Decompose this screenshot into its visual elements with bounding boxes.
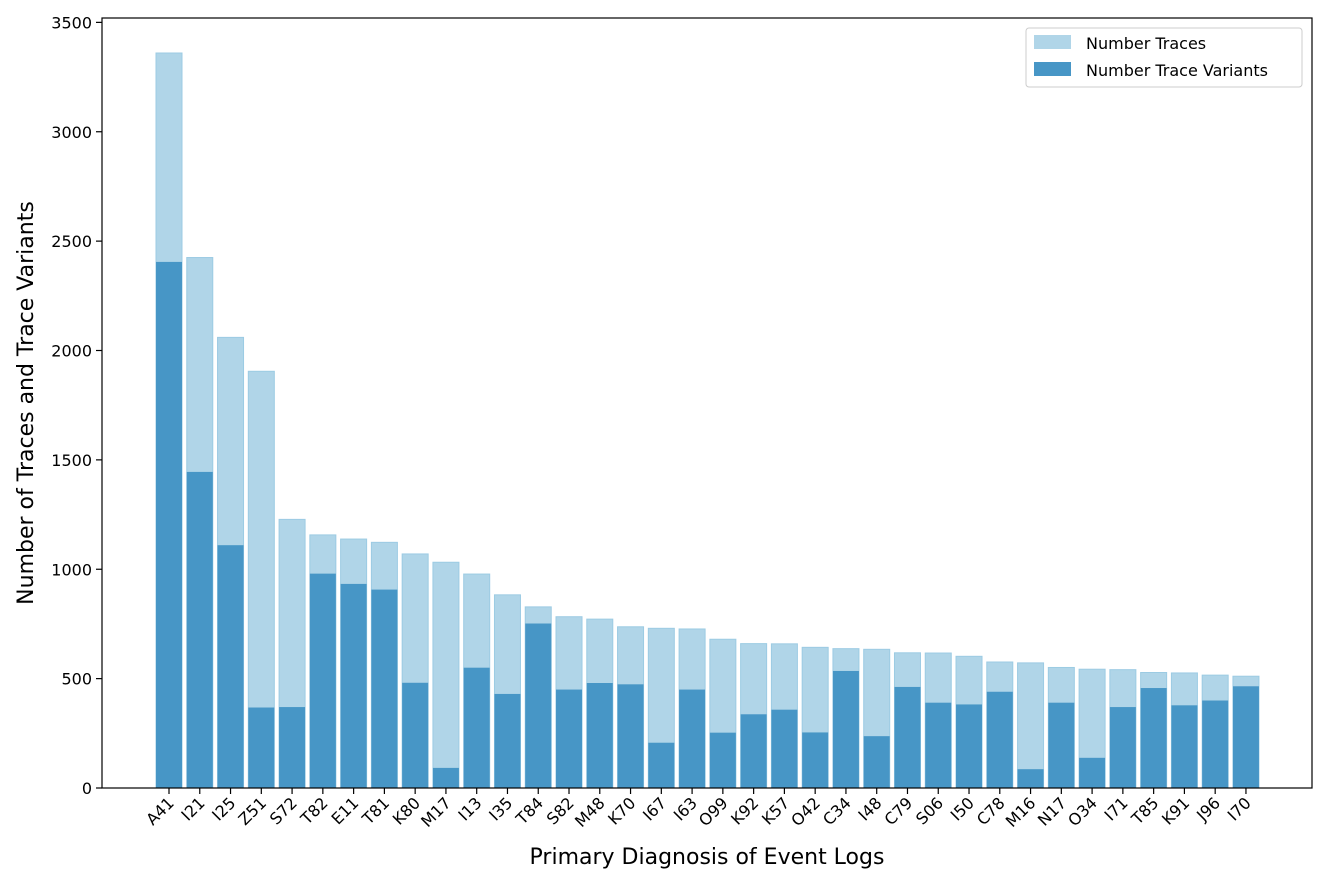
bar-number-trace-variants-k70 bbox=[617, 684, 644, 788]
legend: Number Traces Number Trace Variants bbox=[1025, 27, 1303, 88]
bar-number-trace-variants-i13 bbox=[463, 667, 490, 788]
x-tick-label-s06: S06 bbox=[912, 793, 947, 828]
bar-number-trace-variants-c34 bbox=[832, 670, 859, 788]
bar-number-trace-variants-m48 bbox=[586, 683, 613, 788]
bar-number-trace-variants-m17 bbox=[432, 767, 459, 789]
x-tick-label-m17: M17 bbox=[417, 793, 455, 831]
y-tick-label-1500: 1500 bbox=[51, 451, 92, 470]
x-tick-label-k70: K70 bbox=[604, 793, 639, 828]
bar-number-trace-variants-c79 bbox=[894, 686, 921, 788]
bar-number-trace-variants-i25 bbox=[217, 545, 244, 788]
bar-number-trace-variants-k91 bbox=[1171, 705, 1198, 788]
x-tick-label-i50: I50 bbox=[947, 793, 978, 824]
x-tick-label-s82: S82 bbox=[543, 793, 578, 828]
x-tick-label-c79: C79 bbox=[881, 793, 917, 829]
x-tick-label-i63: I63 bbox=[670, 793, 701, 824]
x-tick-label-i70: I70 bbox=[1224, 793, 1255, 824]
x-tick-label-t84: T84 bbox=[512, 793, 547, 828]
legend-swatch-number-traces bbox=[1034, 35, 1071, 49]
x-tick-label-o42: O42 bbox=[787, 793, 824, 830]
x-tick-label-t85: T85 bbox=[1127, 793, 1162, 828]
x-tick-label-a41: A41 bbox=[142, 793, 178, 829]
bar-number-trace-variants-i70 bbox=[1232, 686, 1259, 788]
x-tick-label-t81: T81 bbox=[358, 793, 393, 828]
plot-frame bbox=[101, 17, 1313, 789]
legend-box bbox=[1025, 27, 1303, 88]
bar-number-trace-variants-s82 bbox=[556, 689, 583, 788]
bar-number-traces-m16 bbox=[1017, 662, 1045, 789]
x-tick-label-k57: K57 bbox=[758, 793, 793, 828]
bar-number-trace-variants-t81 bbox=[371, 589, 398, 788]
x-tick-label-n17: N17 bbox=[1034, 793, 1070, 829]
bar-number-trace-variants-j96 bbox=[1202, 700, 1229, 788]
y-tick-label-2000: 2000 bbox=[51, 342, 92, 361]
y-tick-label-1000: 1000 bbox=[51, 560, 92, 579]
bar-number-traces-m17 bbox=[432, 561, 460, 789]
bar-number-trace-variants-z51 bbox=[248, 707, 275, 788]
x-tick-label-c34: C34 bbox=[819, 793, 855, 829]
bar-number-trace-variants-i50 bbox=[956, 704, 983, 788]
bar-number-trace-variants-o42 bbox=[802, 732, 829, 788]
bar-number-trace-variants-k92 bbox=[740, 714, 767, 788]
y-tick-label-0: 0 bbox=[82, 779, 92, 798]
y-tick-label-2500: 2500 bbox=[51, 232, 92, 251]
bar-number-trace-variants-s72 bbox=[279, 707, 306, 788]
x-tick-label-m16: M16 bbox=[1002, 793, 1040, 831]
bar-number-trace-variants-i21 bbox=[186, 471, 213, 788]
x-tick-label-o34: O34 bbox=[1064, 793, 1101, 830]
bar-number-trace-variants-i71 bbox=[1109, 707, 1136, 788]
legend-label-number-traces: Number Traces bbox=[1086, 34, 1206, 53]
bar-number-trace-variants-s06 bbox=[925, 702, 952, 788]
x-tick-label-k80: K80 bbox=[389, 793, 424, 828]
x-tick-label-i67: I67 bbox=[639, 793, 670, 824]
bar-number-trace-variants-i67 bbox=[648, 742, 675, 788]
bar-number-trace-variants-k80 bbox=[402, 682, 429, 788]
y-tick-label-3500: 3500 bbox=[51, 13, 92, 32]
bar-number-trace-variants-o99 bbox=[709, 732, 736, 788]
x-tick-label-m48: M48 bbox=[571, 793, 609, 831]
x-axis-title: Primary Diagnosis of Event Logs bbox=[530, 845, 885, 870]
x-tick-label-i48: I48 bbox=[854, 793, 885, 824]
legend-label-number-trace-variants: Number Trace Variants bbox=[1086, 61, 1268, 80]
bar-number-trace-variants-a41 bbox=[156, 261, 182, 788]
x-tick-label-k91: K91 bbox=[1158, 793, 1193, 828]
bar-number-trace-variants-t85 bbox=[1140, 688, 1167, 788]
x-tick-label-j96: J96 bbox=[1192, 793, 1224, 825]
bars-layer bbox=[155, 52, 1260, 789]
bar-number-trace-variants-t84 bbox=[525, 623, 552, 788]
bar-number-trace-variants-i48 bbox=[863, 736, 890, 788]
x-tick-label-i25: I25 bbox=[208, 793, 239, 824]
x-tick-label-c78: C78 bbox=[973, 793, 1009, 829]
x-tick-label-o99: O99 bbox=[695, 793, 732, 830]
x-tick-label-i21: I21 bbox=[177, 793, 208, 824]
y-tick-label-3000: 3000 bbox=[51, 123, 92, 142]
legend-swatch-number-trace-variants bbox=[1034, 62, 1071, 76]
bar-number-trace-variants-i63 bbox=[679, 689, 706, 788]
bar-number-trace-variants-i35 bbox=[494, 693, 521, 788]
bar-number-trace-variants-t82 bbox=[309, 573, 336, 789]
bar-number-trace-variants-c78 bbox=[986, 691, 1013, 788]
x-tick-label-t82: T82 bbox=[296, 793, 331, 828]
y-axis-title: Number of Traces and Trace Variants bbox=[14, 201, 39, 605]
x-tick-label-i13: I13 bbox=[454, 793, 485, 824]
y-axis: 0 500 1000 1500 2000 2500 3000 3500 bbox=[51, 13, 102, 798]
x-tick-label-k92: K92 bbox=[727, 793, 762, 828]
x-tick-label-s72: S72 bbox=[266, 793, 301, 828]
bar-number-trace-variants-m16 bbox=[1017, 769, 1044, 788]
x-tick-label-e11: E11 bbox=[327, 793, 362, 828]
x-tick-label-i71: I71 bbox=[1101, 793, 1132, 824]
x-tick-label-z51: Z51 bbox=[235, 793, 271, 829]
y-tick-label-500: 500 bbox=[61, 670, 92, 689]
bar-number-trace-variants-o34 bbox=[1079, 757, 1106, 788]
x-tick-label-i35: I35 bbox=[485, 793, 516, 824]
bar-number-trace-variants-n17 bbox=[1048, 702, 1075, 788]
bar-number-trace-variants-e11 bbox=[340, 583, 367, 788]
bar-number-trace-variants-k57 bbox=[771, 709, 798, 788]
